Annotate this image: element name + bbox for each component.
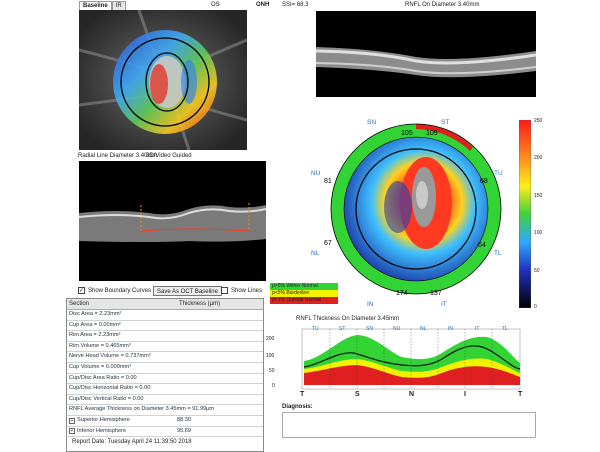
section-header: Section [69, 301, 90, 307]
graph-sector-label: TL [502, 326, 508, 332]
parameters-table: Section Thickness (µm) Disc Area = 2.23m… [66, 298, 264, 452]
table-row: RNFL Average Thickness on Diameter 3.45m… [67, 405, 263, 416]
rnfl-diameter-caption: RNFL On Diameter 3.40mm [405, 2, 480, 8]
sector-value-in: 174 [396, 290, 408, 297]
diagnosis-input[interactable] [282, 412, 536, 438]
graph-sector-label: NU [393, 326, 401, 332]
sector-label-it: IT [441, 301, 447, 308]
superior-value: 88.30 [177, 416, 191, 423]
ssi-value: SSI= 68.3 [282, 2, 309, 8]
sector-label-st: ST [441, 119, 450, 126]
patient-thickness-line [303, 345, 521, 370]
legend-within-normal: p>5% Within Normal [270, 283, 338, 290]
graph-y-tick: 200 [266, 336, 275, 342]
superior-label: Superior Hemisphere [77, 416, 130, 423]
rnfl-sector-map: 105 109 68 64 137 174 67 81 [318, 117, 510, 317]
table-row: Nerve Head Volume = 0.737mm³ [67, 352, 263, 363]
sector-label-in: IN [367, 301, 374, 308]
fundus-image [79, 10, 247, 150]
colorbar-tick: 0 [534, 304, 537, 310]
table-row: Cup/Disc Horizontal Ratio = 0.00 [67, 384, 263, 395]
graph-x-label: N [409, 391, 415, 398]
thickness-header: Thickness (µm) [179, 301, 221, 307]
table-row: Cup/Disc Area Ratio = 0.00 [67, 374, 263, 385]
onh-label: ONH [256, 2, 270, 8]
show-boundary-curves[interactable]: ✓ Show Boundary Curves [78, 287, 151, 294]
show-lines[interactable]: Show Lines [221, 287, 262, 294]
rnfl-circle-scan [316, 11, 536, 97]
graph-y-tick: 50 [269, 368, 275, 374]
graph-sector-label: TU [312, 326, 319, 332]
tab-baseline[interactable]: Baseline [79, 1, 112, 11]
graph-x-label: T [300, 391, 305, 398]
colorbar-tick: 200 [534, 155, 543, 161]
sector-value-nu: 81 [324, 178, 332, 185]
legend-borderline: p<5% Borderline [270, 290, 338, 297]
graph-sector-label: SN [366, 326, 373, 332]
table-row: Cup/Disc Vertical Ratio = 0.00 [67, 395, 263, 406]
diagnosis-label: Diagnosis: [282, 404, 313, 410]
inferior-label: Inferior Hemisphere [77, 427, 127, 434]
graph-sector-label: IT [475, 326, 480, 332]
thickness-graph-title: RNFL Thickness On Diameter 3.45mm [296, 316, 400, 322]
colorbar-tick: 50 [534, 268, 540, 274]
significance-legend: p>5% Within Normal p<5% Borderline p<1% … [270, 283, 338, 304]
graph-sector-label: ST [339, 326, 346, 332]
sector-value-it: 137 [430, 290, 442, 297]
table-row: Rim Volume = 0.465mm³ [67, 342, 263, 353]
show-boundary-label: Show Boundary Curves [88, 287, 152, 294]
inferior-hemisphere-row[interactable]: + Inferior Hemisphere 95.69 [67, 427, 263, 438]
inferior-value: 95.69 [177, 427, 191, 434]
sector-label-nu: NU [311, 170, 321, 177]
tab-ir[interactable]: IR [111, 1, 126, 11]
graph-x-label: T [518, 391, 523, 398]
table-row: Cup Volume = 0.000mm³ [67, 363, 263, 374]
sector-value-nl: 67 [324, 240, 332, 247]
graph-sector-label: IN [448, 326, 453, 332]
show-boundary-checkbox[interactable]: ✓ [78, 287, 85, 294]
sector-label-tu: TU [494, 170, 503, 177]
legend-outside-normal: p<1% Outside Normal [270, 297, 338, 304]
sector-label-tl: TL [494, 250, 502, 257]
report-date: Report Date: Tuesday April 24 11:39:50 2… [72, 439, 192, 445]
colorbar-tick: 150 [534, 193, 543, 199]
graph-sector-label: NL [420, 326, 427, 332]
show-lines-label: Show Lines [231, 287, 263, 294]
sector-value-st: 109 [426, 130, 438, 137]
sector-label-nl: NL [311, 250, 320, 257]
sector-value-sn: 105 [401, 130, 413, 137]
table-header: Section Thickness (µm) [67, 299, 263, 310]
image-tabs: Baseline IR [79, 1, 126, 11]
show-lines-checkbox[interactable] [221, 287, 228, 294]
thickness-colorbar [519, 120, 531, 308]
eye-label: OS [211, 2, 220, 8]
save-as-oct-baseline-button[interactable]: Save As OCT Baseline [153, 286, 222, 296]
graph-y-tick: 100 [266, 353, 275, 359]
expand-icon[interactable]: + [69, 428, 75, 435]
radial-line-caption: Radial Line Diameter 3.40mm [78, 153, 158, 159]
superior-hemisphere-row[interactable]: + Superior Hemisphere 88.30 [67, 416, 263, 427]
sector-value-tu: 68 [480, 178, 488, 185]
sector-label-sn: SN [367, 119, 377, 126]
table-row: Disc Area = 2.23mm² [67, 310, 263, 321]
table-row: Rim Area = 2.23mm² [67, 331, 263, 342]
video-caption: 3D/Video Guided [146, 153, 192, 159]
graph-x-label: S [355, 391, 360, 398]
thickness-graph [282, 323, 536, 403]
sector-value-tl: 64 [478, 242, 486, 249]
radial-line-scan [79, 161, 266, 281]
outside-normal-band [304, 365, 520, 385]
graph-x-label: I [464, 391, 466, 398]
graph-y-tick: 0 [272, 383, 275, 389]
colorbar-tick: 100 [534, 230, 543, 236]
expand-icon[interactable]: + [69, 417, 75, 424]
table-row: Cup Area = 0.00mm² [67, 321, 263, 332]
colorbar-tick: 250 [534, 118, 543, 124]
